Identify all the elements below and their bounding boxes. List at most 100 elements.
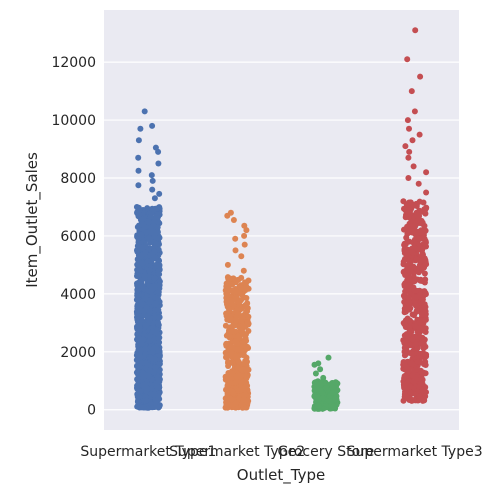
data-point <box>238 291 245 298</box>
data-point <box>405 175 412 181</box>
data-point <box>156 262 163 269</box>
data-point <box>150 345 157 352</box>
data-point <box>155 404 162 411</box>
data-point <box>146 218 152 225</box>
data-point <box>233 308 239 315</box>
x-tick-label: Supermarket Type1 <box>80 444 216 460</box>
y-tick-label: 2000 <box>60 345 96 361</box>
data-point <box>150 369 157 376</box>
data-point <box>240 396 247 403</box>
data-point <box>135 182 142 189</box>
x-tick-label: Supermarket Type3 <box>347 444 483 460</box>
data-point <box>135 272 142 279</box>
data-point <box>243 280 249 287</box>
data-point <box>135 167 142 174</box>
data-point <box>223 332 230 339</box>
y-tick-label: 4000 <box>60 287 96 303</box>
data-point <box>412 323 419 330</box>
data-point <box>416 229 423 236</box>
data-point <box>136 323 143 330</box>
data-point <box>404 299 411 306</box>
data-point <box>138 252 145 259</box>
data-point <box>154 224 161 231</box>
data-point <box>401 352 408 359</box>
data-point <box>156 314 163 321</box>
data-point <box>153 213 160 219</box>
data-point <box>227 359 234 366</box>
data-points <box>133 27 430 412</box>
data-point <box>243 373 250 380</box>
data-point <box>403 201 410 208</box>
data-point <box>151 248 158 255</box>
y-tick-label: 0 <box>87 403 96 419</box>
data-point <box>422 290 429 297</box>
data-point <box>420 199 427 206</box>
data-point <box>229 388 236 395</box>
data-point <box>402 143 409 150</box>
data-point <box>238 305 245 312</box>
data-point <box>134 261 141 268</box>
data-point <box>238 253 245 260</box>
data-point <box>243 309 249 316</box>
data-point <box>135 204 142 211</box>
x-axis-label: Outlet_Type <box>237 466 325 485</box>
data-point <box>409 137 416 144</box>
data-point <box>223 352 230 358</box>
data-point <box>229 370 236 377</box>
data-point <box>142 322 149 329</box>
data-point <box>401 321 408 328</box>
data-point <box>156 271 163 278</box>
x-tick-label: Grocery Store <box>278 444 375 460</box>
data-point <box>156 234 163 241</box>
data-point <box>143 397 150 404</box>
data-point <box>404 394 411 401</box>
data-point <box>407 383 414 390</box>
data-point <box>223 313 230 319</box>
data-point <box>224 390 231 397</box>
data-point <box>404 248 411 255</box>
data-point <box>326 398 333 405</box>
data-point <box>405 154 412 161</box>
data-point <box>314 381 321 387</box>
data-point <box>418 341 425 347</box>
data-point <box>244 319 251 325</box>
data-point <box>416 131 423 138</box>
data-point <box>320 374 327 381</box>
data-point <box>147 298 154 305</box>
data-point <box>148 257 155 264</box>
data-point <box>243 284 250 291</box>
data-point <box>225 382 231 389</box>
data-point <box>408 88 415 95</box>
data-point <box>155 160 162 167</box>
y-tick-label: 12000 <box>51 55 96 71</box>
data-point <box>421 207 428 214</box>
data-point <box>313 394 320 401</box>
data-point <box>411 287 418 294</box>
data-point <box>235 346 242 353</box>
data-point <box>146 308 153 315</box>
data-point <box>224 298 231 305</box>
data-point <box>226 307 233 314</box>
data-point <box>135 137 142 144</box>
data-point <box>233 340 240 347</box>
data-point <box>228 328 235 335</box>
data-point <box>405 304 412 311</box>
data-point <box>245 366 252 373</box>
data-point <box>134 398 141 405</box>
data-point <box>149 177 156 184</box>
data-point <box>329 389 336 396</box>
data-point <box>239 329 246 335</box>
data-point <box>232 247 239 254</box>
data-point <box>154 205 161 212</box>
data-point <box>416 319 423 326</box>
data-point <box>401 373 408 380</box>
data-point <box>243 295 250 301</box>
data-point <box>417 291 424 298</box>
data-point <box>329 384 336 391</box>
data-point <box>423 351 430 358</box>
data-point <box>238 274 245 281</box>
data-point <box>415 235 422 242</box>
data-point <box>225 288 232 294</box>
data-point <box>404 56 411 63</box>
data-point <box>156 339 163 346</box>
